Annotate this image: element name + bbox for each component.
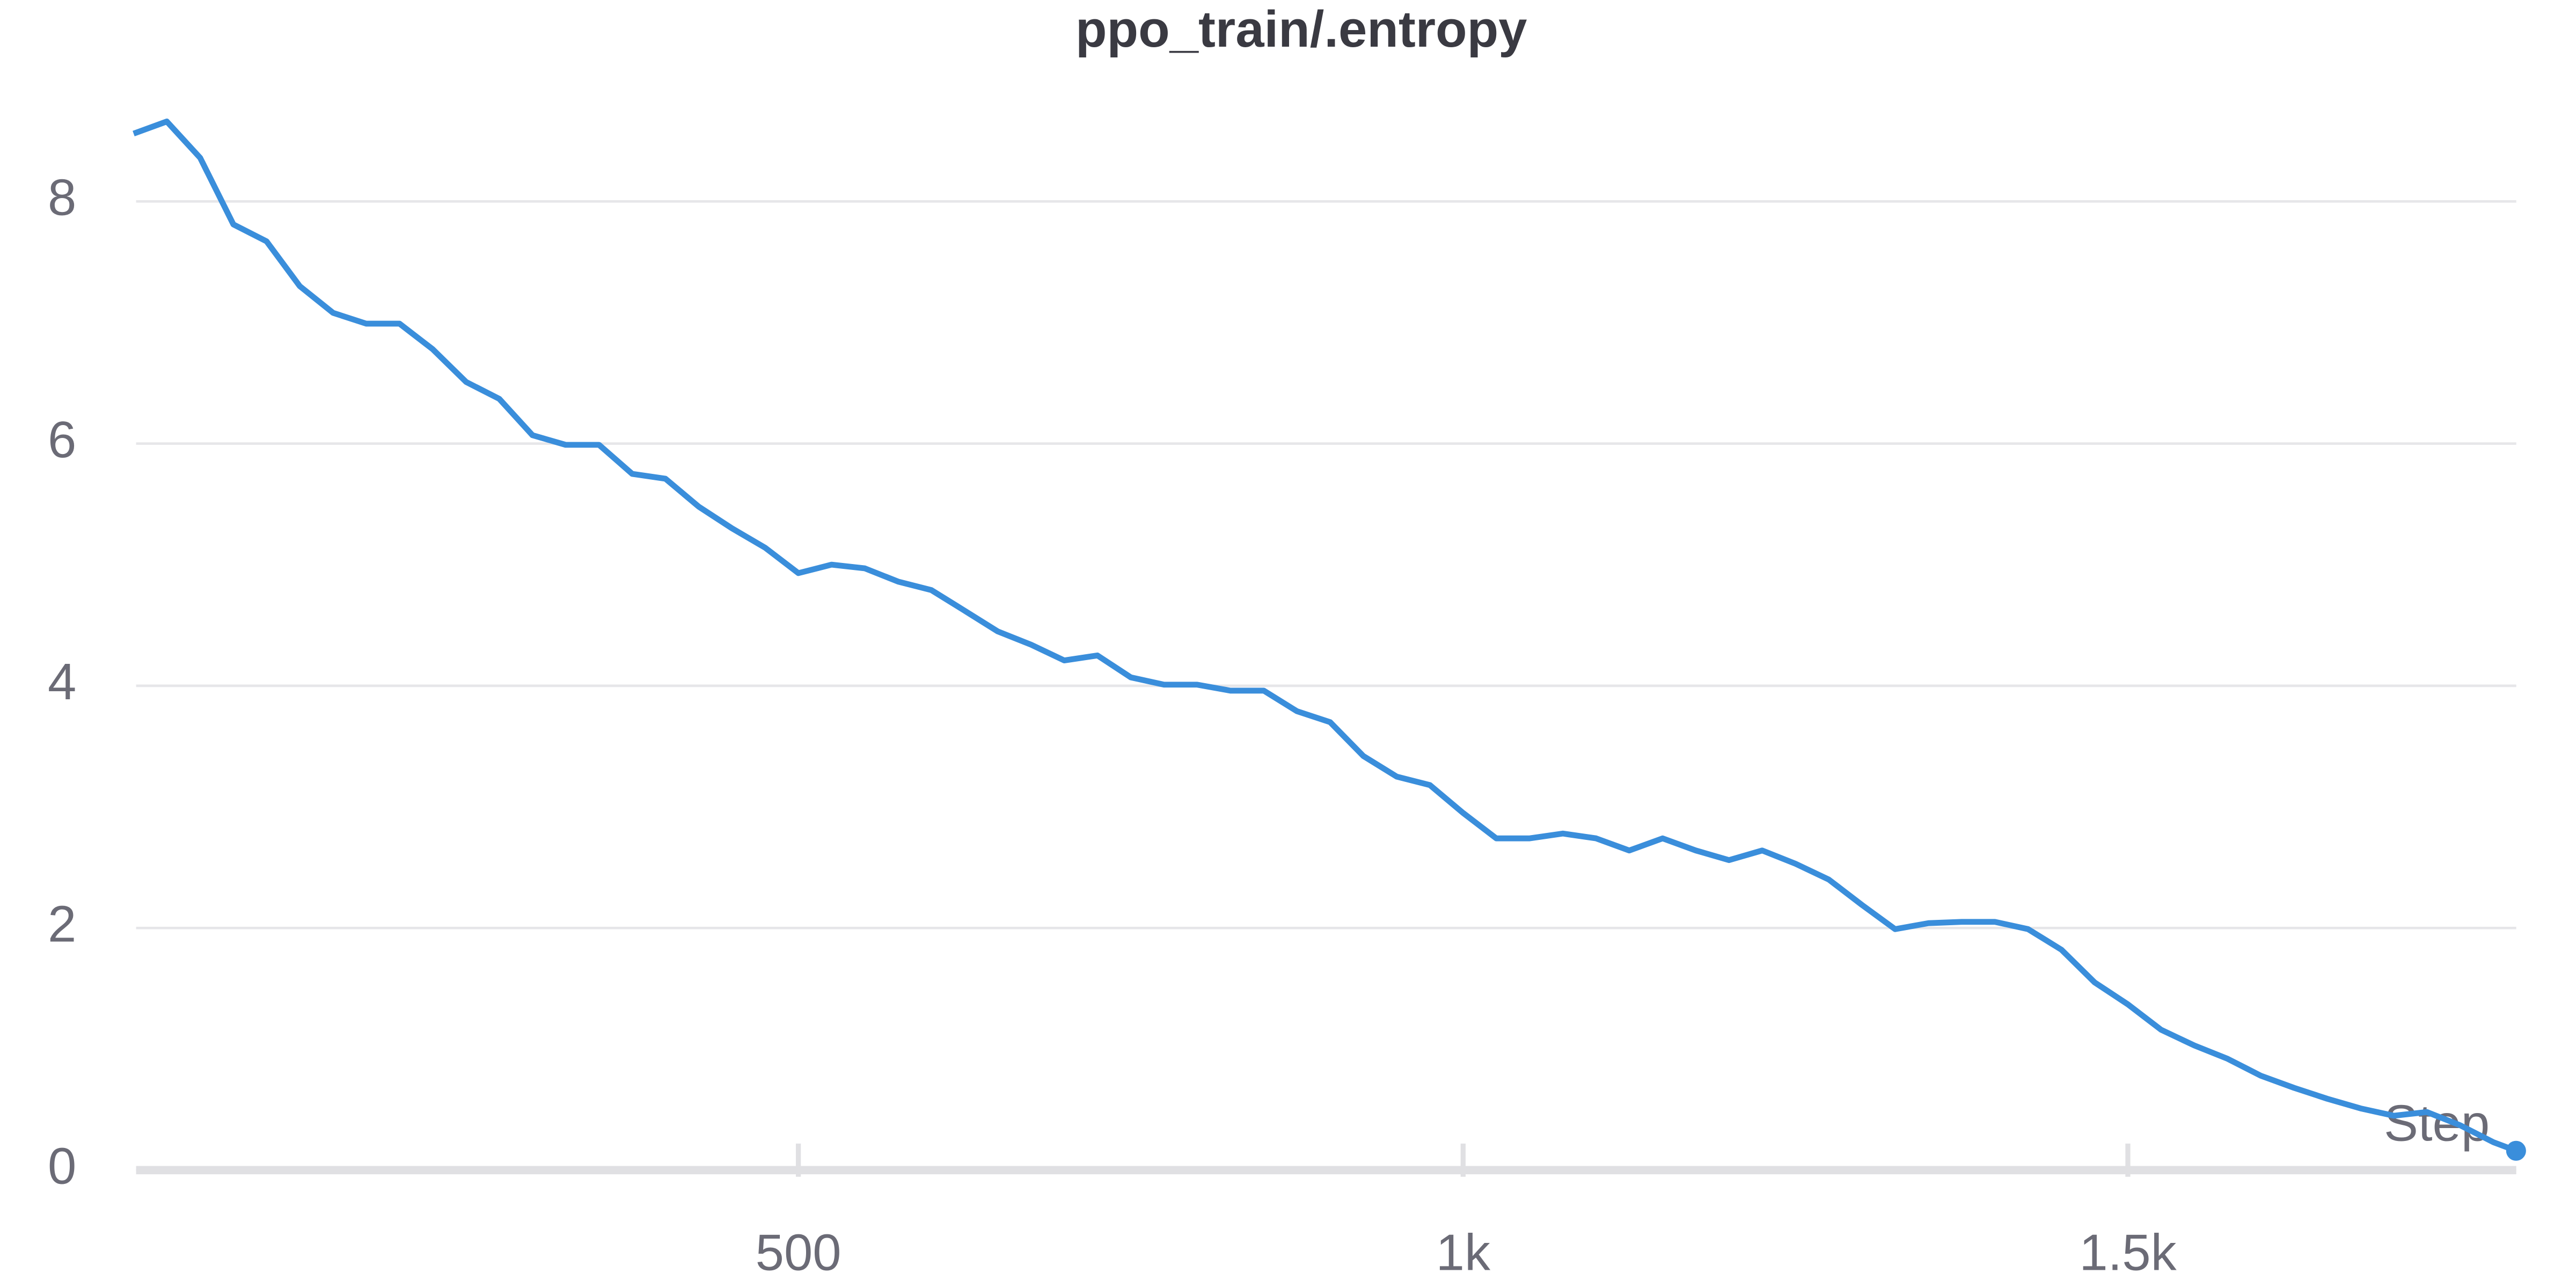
y-tick-label: 0 bbox=[48, 1138, 76, 1195]
last-point bbox=[2506, 1140, 2526, 1161]
chart-title: ppo_train/.entropy bbox=[1075, 1, 1527, 58]
x-tick-label: 500 bbox=[756, 1224, 841, 1282]
y-tick-label: 2 bbox=[48, 895, 76, 953]
x-tick-label: 1.5k bbox=[2079, 1224, 2177, 1282]
y-tick-label: 8 bbox=[48, 169, 76, 226]
x-tick-label: 1k bbox=[1436, 1224, 1491, 1282]
y-tick-label: 6 bbox=[48, 411, 76, 469]
x-axis-label: Step bbox=[2384, 1094, 2490, 1152]
y-tick-label: 4 bbox=[48, 653, 76, 711]
line-series bbox=[133, 118, 2518, 1154]
